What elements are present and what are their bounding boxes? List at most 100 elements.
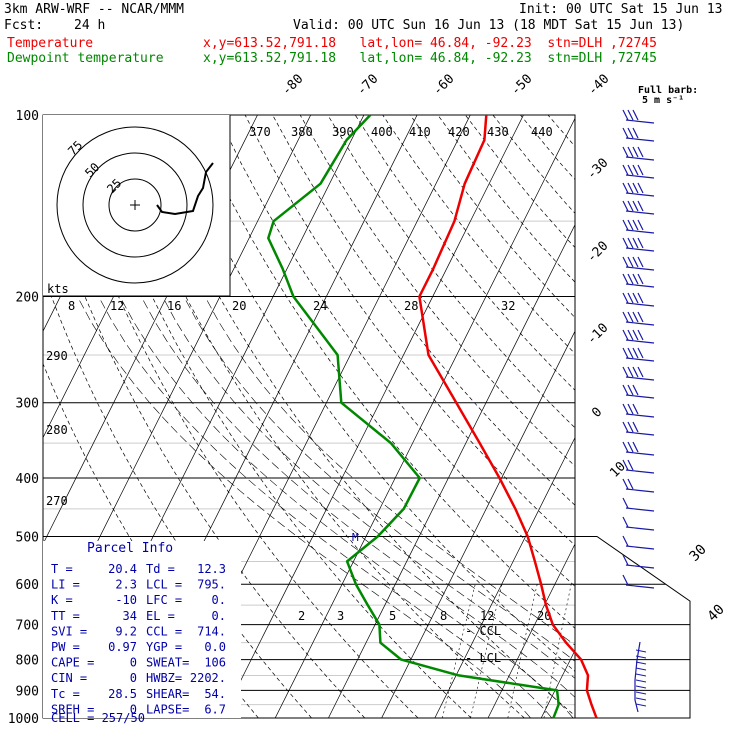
wind-barb (622, 237, 655, 252)
dry-adiabat (189, 115, 575, 629)
parcel-label: K = (51, 593, 73, 607)
mixing-ratio-label: 12 (480, 609, 494, 623)
theta-e-label: 440 (531, 125, 553, 139)
m-marker: M (352, 531, 359, 544)
parcel-label: CCL = (146, 624, 182, 638)
dry-adiabat (603, 115, 740, 718)
wind-barb (622, 164, 655, 179)
pressure-label: 800 (16, 654, 39, 669)
wind-barb (622, 459, 655, 474)
parcel-value: 0. (212, 593, 226, 607)
wind-barb (622, 516, 655, 531)
parcel-value: 34 (123, 609, 137, 623)
isotherm-line (434, 436, 575, 718)
isotherm-label: 40 (705, 602, 728, 625)
moist-adiabat-label: 16 (167, 299, 181, 313)
isotherm-label: -40 (585, 72, 612, 99)
dry-adiabat (327, 115, 575, 429)
parcel-label: LFC = (146, 593, 182, 607)
wind-barb (622, 329, 655, 344)
wind-barb (622, 292, 655, 307)
dry-adiabat (134, 115, 575, 717)
forecast-label: Fcst: (4, 18, 44, 33)
hodograph-ring (108, 178, 162, 232)
parcel-info-box (43, 541, 241, 718)
parcel-label: SHEAR= (146, 687, 189, 701)
parcel-label: EL = (146, 609, 175, 623)
parcel-value: 20.4 (108, 562, 137, 576)
forecast-hours: 24 h (74, 18, 106, 33)
parcel-label: Td = (146, 562, 175, 576)
parcel-value: 0. (212, 609, 226, 623)
parcel-label: SWEAT= (146, 656, 189, 670)
dry-adiabat (272, 115, 575, 506)
wind-barb (622, 384, 655, 399)
isotherm-line (487, 543, 575, 718)
temperature-profile (418, 114, 598, 719)
moist-adiabat-label: 32 (501, 299, 515, 313)
wind-barb (622, 146, 655, 161)
dry-adiabat (51, 115, 419, 718)
parcel-value: 9.2 (115, 624, 137, 638)
isotherm-line (381, 330, 575, 718)
wind-barb (622, 200, 655, 215)
model-title: 3km ARW-WRF -- NCAR/MMM (4, 2, 185, 17)
dewpoint-legend-name: Dewpoint temperature (7, 51, 164, 66)
wind-barb (622, 347, 655, 362)
parcel-value: 28.5 (108, 687, 137, 701)
wind-barb (622, 535, 655, 550)
dry-adiabat-label: 280 (46, 423, 68, 437)
moist-adiabat-label: 8 (68, 299, 75, 313)
moist-adiabat-label: 20 (232, 299, 246, 313)
isotherm-label: 10 (607, 459, 629, 481)
temperature-legend-location: x,y=613.52,791.18 lat,lon= 46.84, -92.23… (203, 36, 657, 51)
wind-barb (622, 109, 655, 124)
parcel-cell: CELL = 257/50 (51, 711, 145, 725)
moist-adiabat-label: 12 (110, 299, 124, 313)
parcel-value: 6.7 (204, 702, 226, 716)
parcel-label: YGP = (146, 640, 182, 654)
isotherm-label: -20 (584, 239, 611, 266)
lcl-marker: - LCL (465, 651, 501, 665)
theta-e-label: 380 (291, 125, 313, 139)
mixing-ratio-label: 2 (298, 609, 305, 623)
wind-barb (622, 219, 655, 234)
temperature-legend-name: Temperature (7, 36, 94, 51)
theta-e-label: 390 (332, 125, 354, 139)
isotherm-label: 0 (589, 405, 605, 421)
dry-adiabat-label: 290 (46, 349, 68, 363)
wind-barb (622, 366, 655, 381)
valid-time: Valid: 00 UTC Sun 16 Jun 13 (18 MDT Sat … (293, 18, 685, 33)
wind-barb (622, 554, 655, 569)
wind-barb (622, 478, 655, 493)
pressure-label: 200 (16, 291, 39, 306)
moist-adiabat-label: 24 (313, 299, 327, 313)
wind-barb (622, 256, 655, 271)
isotherm-line (648, 115, 740, 718)
dry-adiabat (354, 115, 575, 391)
wind-barb (622, 182, 655, 197)
parcel-label: SREH = (51, 702, 94, 716)
isotherm-label: 30 (687, 542, 710, 565)
theta-e-label: 430 (487, 125, 509, 139)
init-time: Init: 00 UTC Sat 15 Jun 13 (519, 2, 723, 17)
isotherm-label: -80 (279, 72, 306, 99)
parcel-value: -10 (115, 593, 137, 607)
isotherm-label: -30 (584, 156, 611, 183)
theta-e-label: 370 (249, 125, 271, 139)
mixing-ratio-label: 3 (337, 609, 344, 623)
dry-adiabat-label: 270 (46, 494, 68, 508)
parcel-label: Tc = (51, 687, 80, 701)
dry-adiabat (382, 115, 575, 355)
isotherm-line (328, 224, 575, 718)
isotherm-label: -60 (430, 72, 457, 99)
wind-legend-title: Full barb: (638, 85, 698, 96)
parcel-label: TT = (51, 609, 80, 623)
parcel-value: 2.3 (115, 578, 137, 592)
theta-e-label: 410 (409, 125, 431, 139)
dry-adiabat (299, 115, 575, 467)
pressure-label: 100 (16, 109, 39, 124)
wind-barb (622, 497, 655, 512)
isotherm-line (221, 115, 524, 718)
